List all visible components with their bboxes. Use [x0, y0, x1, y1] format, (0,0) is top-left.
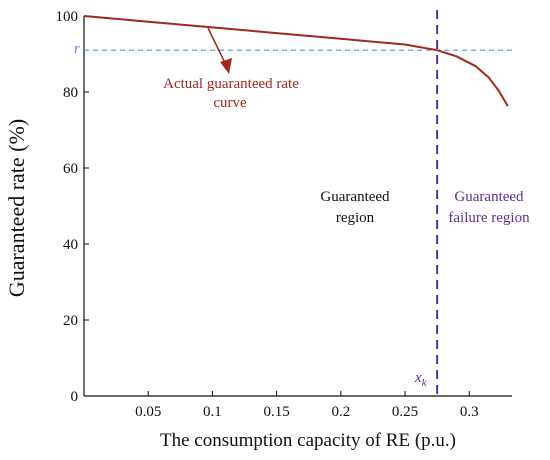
xk-line-label: xk — [414, 370, 428, 389]
x-tick-label: 0.15 — [263, 404, 289, 420]
guaranteed-region-line1: Guaranteed — [320, 189, 390, 205]
x-tick-label: 0.3 — [460, 404, 479, 420]
guaranteed-region-line2: region — [336, 210, 375, 226]
curve-label-line2: curve — [213, 95, 247, 111]
x-tick-label: 0.25 — [392, 404, 418, 420]
xk-label-main: x — [414, 370, 422, 386]
xk-label-subscript: k — [422, 377, 428, 389]
x-tick-label: 0.1 — [203, 404, 222, 420]
series-layer — [83, 15, 509, 107]
failure-region-line2: failure region — [448, 210, 530, 226]
curve-label-line1: Actual guaranteed rate — [163, 76, 299, 92]
y-tick-label: 60 — [63, 161, 78, 177]
y-axis-title: Guaranteed rate (%) — [4, 119, 29, 297]
y-tick-label: 40 — [63, 237, 78, 253]
series-line — [83, 15, 509, 107]
failure-region-line1: Guaranteed — [454, 189, 524, 205]
annotation-arrowhead — [220, 58, 232, 74]
y-tick-label: 20 — [63, 313, 78, 329]
x-tick-label: 0.05 — [135, 404, 161, 420]
ticks: 0.05 0.1 0.15 0.2 0.25 0.3 0 20 40 60 80 100 — [56, 9, 479, 420]
y-tick-label: 0 — [71, 389, 79, 405]
curve-annotation: Actual guaranteed rate curve — [163, 27, 299, 111]
axes — [83, 16, 512, 397]
y-tick-label: 80 — [63, 85, 78, 101]
x-axis-title: The consumption capacity of RE (p.u.) — [160, 430, 456, 451]
r-line-label: r — [74, 41, 80, 57]
y-tick-label: 100 — [56, 9, 79, 25]
x-tick-label: 0.2 — [331, 404, 350, 420]
reference-lines — [84, 10, 512, 396]
annotation-arrow-shaft — [207, 27, 227, 66]
